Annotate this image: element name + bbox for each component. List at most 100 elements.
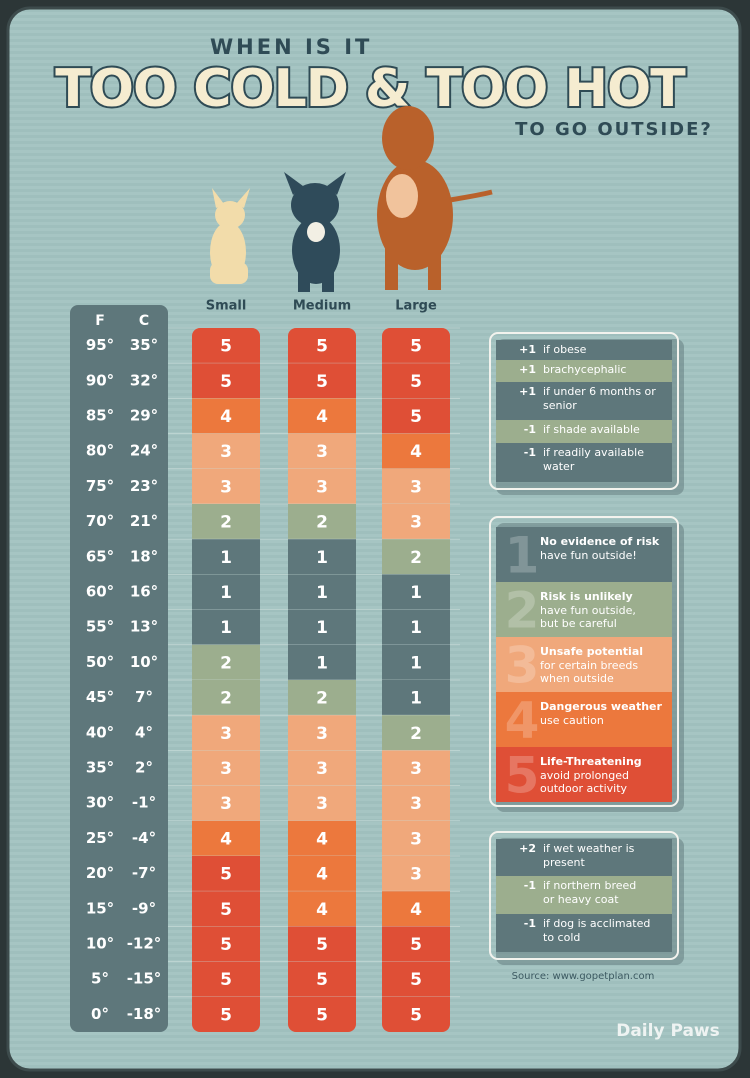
temp-f: 70° — [86, 512, 114, 530]
rating-cell — [192, 539, 260, 575]
rating-cell — [382, 468, 450, 505]
temp-c: 2° — [135, 759, 153, 777]
level-title: Life-Threatening — [540, 755, 642, 768]
rating-cell — [288, 468, 356, 505]
temp-c: 35° — [130, 336, 158, 354]
rating-cell — [382, 504, 450, 540]
rating: 1 — [410, 689, 422, 709]
rating-cell — [382, 680, 450, 716]
temp-f: 10° — [86, 935, 114, 953]
rating: 3 — [220, 442, 232, 462]
modifier-amount: +1 — [519, 385, 536, 398]
rating-cell — [288, 996, 356, 1032]
rating: 3 — [410, 865, 422, 885]
rating-cell — [382, 433, 450, 470]
rating-cell — [382, 996, 450, 1032]
rating-cell — [192, 680, 260, 716]
temp-header: C — [139, 313, 149, 329]
rating-cell — [192, 609, 260, 646]
temp-c: -1° — [132, 794, 156, 812]
rating: 5 — [410, 970, 422, 990]
rating: 5 — [220, 372, 232, 392]
rating: 5 — [220, 1005, 232, 1025]
modifier-row — [496, 914, 672, 952]
rating: 5 — [220, 900, 232, 920]
modifier-text: if northern breed — [543, 879, 636, 892]
temp-f: 65° — [86, 547, 114, 565]
temp-f: 0° — [91, 1005, 109, 1023]
rating-cell — [288, 785, 356, 822]
rating: 3 — [316, 724, 328, 744]
rating-cell — [192, 504, 260, 540]
rating: 3 — [220, 477, 232, 497]
temp-c: 16° — [130, 583, 158, 601]
level-row — [496, 692, 672, 747]
temp-c: 24° — [130, 442, 158, 460]
temp-f: 15° — [86, 899, 114, 917]
rating: 4 — [316, 829, 328, 849]
temp-f: 75° — [86, 477, 114, 495]
level-row — [496, 637, 672, 692]
medium-dog — [284, 172, 346, 292]
rating-cell — [192, 574, 260, 611]
rating-cell — [192, 785, 260, 822]
rating-cell — [382, 539, 450, 575]
temp-c: -18° — [127, 1005, 162, 1023]
rating: 2 — [410, 724, 422, 744]
temp-c: 29° — [130, 407, 158, 425]
rating: 5 — [220, 337, 232, 357]
rating-cell — [288, 961, 356, 998]
rating: 3 — [316, 477, 328, 497]
temp-f: 55° — [86, 618, 114, 636]
rating: 5 — [410, 1005, 422, 1025]
rating-cell — [288, 363, 356, 399]
modifier-text: if under 6 months or — [543, 385, 656, 398]
temp-c: 18° — [130, 547, 158, 565]
rating-cell — [382, 961, 450, 998]
rating: 1 — [410, 653, 422, 673]
temp-c: 10° — [130, 653, 158, 671]
rating: 1 — [316, 618, 328, 638]
level-number: 4 — [505, 692, 540, 750]
size-header: Small — [206, 299, 247, 314]
kicker: WHEN IS IT — [210, 35, 372, 59]
modifier-text: senior — [543, 399, 577, 412]
level-number: 5 — [505, 747, 540, 805]
level-number: 3 — [505, 637, 540, 695]
temp-f: 90° — [86, 371, 114, 389]
rating: 2 — [410, 548, 422, 568]
rating: 3 — [410, 513, 422, 533]
modifier-row — [496, 839, 672, 876]
rating: 5 — [316, 1005, 328, 1025]
level-desc: but be careful — [540, 617, 617, 630]
level-row — [496, 747, 672, 802]
rating-cell — [382, 328, 450, 364]
rating: 2 — [220, 513, 232, 533]
rating-cell — [382, 644, 450, 681]
temp-panel — [70, 305, 168, 1032]
rating: 3 — [316, 442, 328, 462]
modifier-text: present — [543, 856, 586, 869]
rating-cell — [192, 750, 260, 787]
modifier-text: if dog is acclimated — [543, 917, 650, 930]
box-outline — [489, 332, 679, 490]
rating: 2 — [316, 689, 328, 709]
temp-f: 80° — [86, 442, 114, 460]
rating: 4 — [316, 865, 328, 885]
rating-cell — [192, 328, 260, 364]
rating: 4 — [316, 900, 328, 920]
level-row — [496, 527, 672, 582]
rating: 4 — [220, 829, 232, 849]
rating-cell — [192, 926, 260, 963]
rating-cell — [382, 926, 450, 963]
rating-cell — [192, 715, 260, 751]
modifier-text: if wet weather is — [543, 842, 635, 855]
size-header: Large — [395, 299, 437, 314]
rating-cell — [288, 644, 356, 681]
rating-cell — [288, 926, 356, 963]
temp-f: 45° — [86, 688, 114, 706]
rating: 3 — [316, 759, 328, 779]
brand: Daily Paws — [616, 1021, 720, 1041]
temp-f: 85° — [86, 407, 114, 425]
